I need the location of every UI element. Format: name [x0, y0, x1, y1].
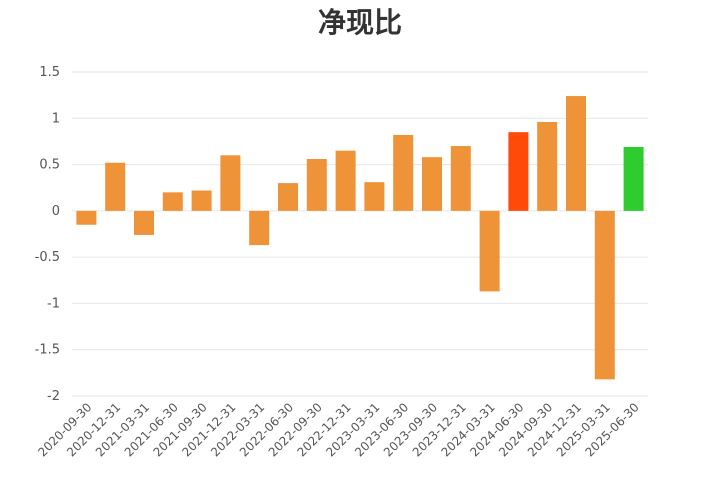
chart-title: 净现比: [318, 6, 402, 39]
bar-2023-12-31: [450, 146, 471, 211]
gridlines: [72, 71, 648, 397]
y-tick-label: 0.5: [39, 158, 60, 173]
bar-2023-06-30: [393, 134, 414, 211]
y-tick-label: -2: [47, 389, 60, 404]
y-tick-label: -1.5: [35, 343, 60, 358]
bar-2024-09-30: [537, 121, 558, 211]
y-tick-label: 1: [52, 111, 60, 126]
bars: [76, 96, 644, 380]
bar-2023-03-31: [364, 182, 385, 211]
bar-2021-12-31: [220, 155, 241, 211]
y-tick-label: -0.5: [35, 250, 60, 265]
y-tick-label: 1.5: [39, 65, 60, 80]
bar-2024-06-30: [508, 132, 529, 211]
bar-2023-09-30: [422, 157, 442, 211]
bar-2021-09-30: [191, 190, 212, 211]
bar-2020-12-31: [105, 162, 126, 211]
bar-2025-06-30: [623, 146, 644, 211]
y-axis-ticks: 1.5 1 0.5 0 -0.5 -1 -1.5 -2: [35, 65, 60, 404]
bar-2024-12-31: [566, 96, 586, 211]
bar-2022-06-30: [278, 183, 298, 211]
bar-2024-03-31: [479, 210, 500, 292]
bar-2021-03-31: [134, 210, 154, 235]
bar-2020-09-30: [76, 210, 97, 225]
bar-2022-09-30: [306, 159, 327, 211]
y-tick-label: -1: [47, 296, 60, 311]
x-axis-ticks: 2020-09-302020-12-312021-03-312021-06-30…: [35, 400, 641, 459]
bar-2022-12-31: [335, 150, 356, 211]
bar-2022-03-31: [249, 210, 270, 246]
y-tick-label: 0: [52, 204, 60, 219]
bar-2025-03-31: [594, 210, 615, 380]
bar-2021-06-30: [162, 192, 183, 211]
